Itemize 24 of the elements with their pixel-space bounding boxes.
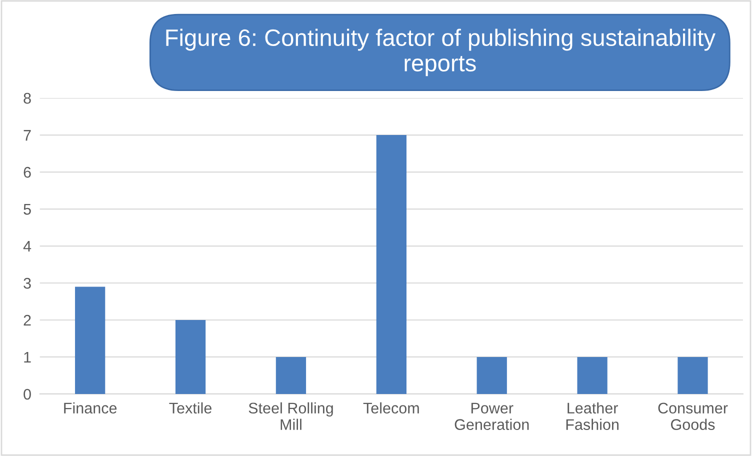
x-tick-label: Telecom [363, 402, 419, 414]
bar [678, 356, 708, 394]
y-tick-label: 5 [24, 204, 31, 215]
x-tick-label: Consumer Goods [658, 402, 728, 430]
y-tick-label: 0 [24, 388, 31, 400]
chart-title: Figure 6: Continuity factor of publishing sustainability reports [166, 28, 716, 76]
y-tick-label: 7 [24, 130, 31, 141]
x-tick-label: Power Generation [454, 402, 529, 430]
bar [476, 356, 507, 394]
x-tick-label: Leather Fashion [566, 402, 618, 430]
y-tick-label: 8 [24, 92, 31, 104]
bar [276, 356, 306, 394]
y-tick-label: 3 [24, 278, 31, 289]
bar [175, 320, 206, 394]
y-tick-label: 6 [24, 166, 31, 178]
x-tick-label: Textile [169, 402, 212, 414]
y-tick-label: 1 [24, 352, 31, 363]
y-tick-label: 4 [23, 241, 32, 252]
y-tick-label: 2 [24, 314, 31, 326]
bar [577, 356, 608, 394]
bar [376, 135, 406, 394]
x-tick-label: Finance [64, 402, 117, 414]
x-tick-label: Steel Rolling Mill [248, 402, 333, 430]
bar [75, 286, 106, 394]
